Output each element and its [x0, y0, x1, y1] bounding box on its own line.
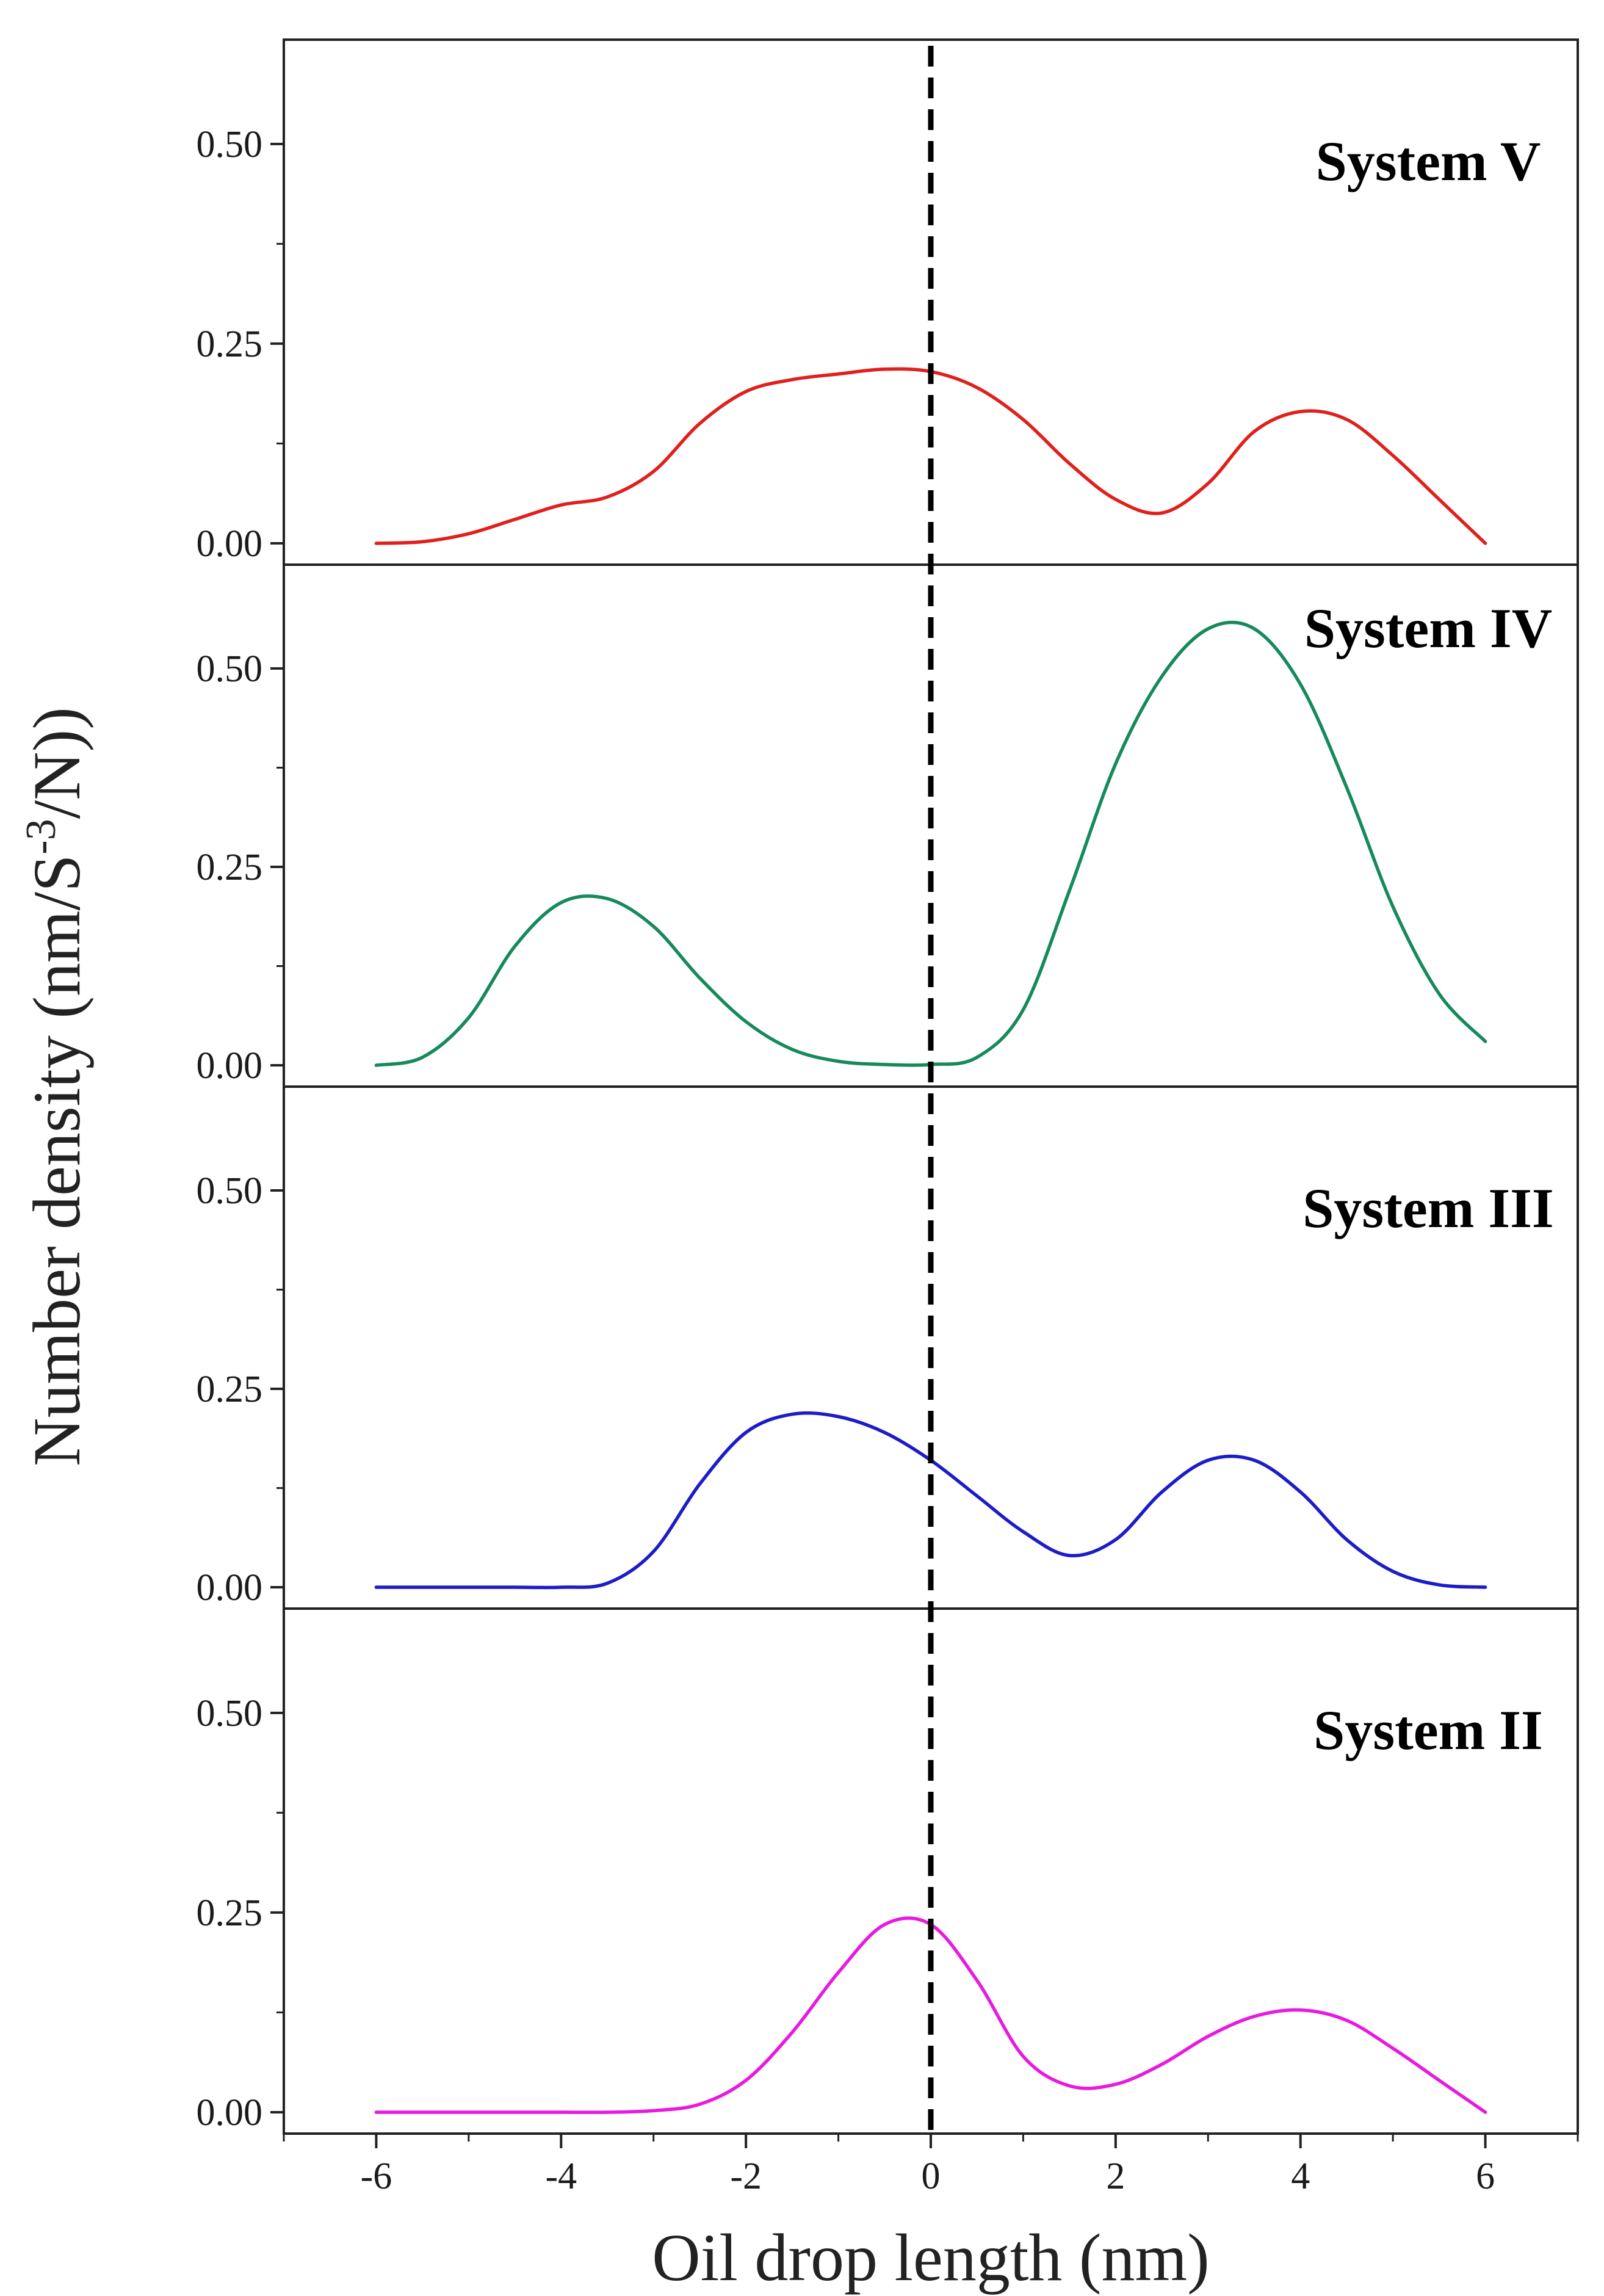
x-tick-label: -6	[361, 2156, 392, 2197]
panel-label: System III	[1302, 1177, 1553, 1239]
y-tick-label: 0.50	[197, 1170, 263, 1212]
panel-label: System V	[1316, 130, 1541, 192]
panel-4: 0.00 0.25 0.50 System II	[197, 1607, 1579, 2135]
x-tick-label: -4	[545, 2156, 577, 2197]
series-line-system-iii	[374, 1411, 1487, 1590]
x-tick-label: -2	[730, 2156, 762, 2197]
y-axis-title-tail: /N))	[20, 707, 94, 819]
y-axis-title-superscript: -3	[18, 819, 65, 854]
y-tick-label: 0.50	[197, 648, 263, 690]
panels-group: 0.00 0.25 0.50 System V 0.00 0.25 0.50 System I…	[197, 38, 1579, 2135]
y-tick-label: 0.00	[197, 1567, 263, 1609]
panel-1: 0.00 0.25 0.50 System V	[197, 38, 1579, 566]
y-axis-title: Number density (nm/S-3/N))	[18, 707, 94, 1466]
y-tick-label: 0.25	[197, 847, 263, 888]
y-tick-label: 0.50	[197, 124, 263, 165]
panel-label: System IV	[1304, 597, 1552, 659]
y-tick-label: 0.00	[197, 523, 263, 565]
x-axis-title: Oil drop length (nm)	[652, 2220, 1209, 2295]
x-tick-label: 2	[1106, 2156, 1125, 2197]
series-line-system-ii	[374, 1916, 1487, 2114]
panel-2: 0.00 0.25 0.50 System IV	[197, 563, 1579, 1088]
y-tick-label: 0.00	[197, 2092, 263, 2134]
panel-3: 0.00 0.25 0.50 System III	[197, 1085, 1579, 1610]
y-axis-title-main: Number density (nm/S	[20, 855, 94, 1466]
y-tick-label: 0.25	[197, 1369, 263, 1410]
x-axis: -6 -4 -2 0 2 4 6	[283, 2134, 1579, 2197]
y-tick-label: 0.25	[197, 324, 263, 365]
series-line-system-v	[374, 367, 1487, 545]
y-tick-label: 0.50	[197, 1693, 263, 1734]
x-tick-label: 4	[1291, 2156, 1310, 2197]
panel-label: System II	[1313, 1699, 1543, 1761]
x-tick-label: 0	[922, 2156, 941, 2197]
y-tick-label: 0.00	[197, 1045, 263, 1087]
series-line-system-iv	[374, 620, 1487, 1067]
x-tick-label: 6	[1476, 2156, 1495, 2197]
y-tick-label: 0.25	[197, 1892, 263, 1934]
